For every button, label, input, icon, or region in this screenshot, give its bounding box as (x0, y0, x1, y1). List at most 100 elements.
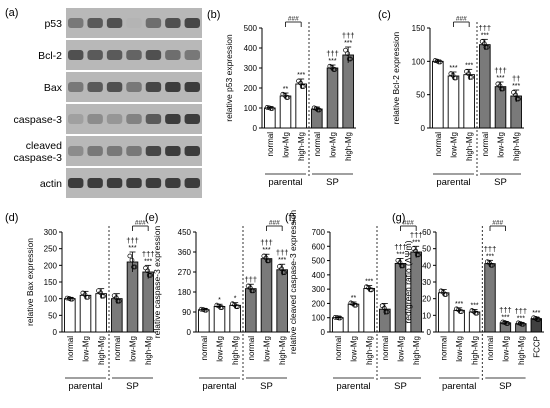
data-point (69, 296, 75, 302)
y-tick-label: 500 (244, 24, 258, 33)
blot-row-label: Bax (44, 82, 63, 94)
western-blot-panel: (a) p53 Bcl-2 Bax caspase-3 cleaved caspase-3… (5, 7, 202, 198)
category-label: low-Mg (329, 132, 338, 158)
bar (276, 269, 288, 333)
significance-stars: * (218, 297, 221, 304)
bar (198, 309, 210, 333)
data-point (397, 260, 403, 265)
bar (264, 107, 276, 129)
blot-band (126, 178, 142, 188)
bar (438, 292, 450, 333)
blot-band (126, 50, 142, 60)
y-tick-label: 180 (178, 288, 192, 297)
significance-stars: *** (412, 239, 420, 246)
y-tick-label: 90 (182, 308, 191, 317)
y-tick-label: 30 (422, 278, 431, 287)
data-point (348, 300, 354, 306)
y-tick-label: 0 (253, 124, 258, 133)
significance-daggers: ††† (126, 236, 139, 245)
chart-panel-d: (d) relative Bax expression 0 50 100 150 200 25… (5, 212, 156, 392)
bar (126, 261, 139, 333)
blot-band (145, 18, 162, 28)
significance-daggers: ††† (494, 66, 507, 75)
y-tick-label: 700 (312, 228, 326, 237)
group-label: parental (442, 381, 476, 392)
data-point (143, 265, 148, 271)
y-tick-label: 50 (416, 91, 425, 100)
category-label: high-Mg (344, 132, 353, 161)
data-point (381, 305, 387, 311)
blot-row-label: caspase-3 (14, 114, 63, 126)
category-label: high-Mg (471, 336, 480, 365)
blot-band (68, 114, 84, 124)
significance-daggers: ††† (245, 275, 258, 284)
bar (432, 60, 444, 129)
bar (484, 263, 496, 333)
panel-label: (g) (392, 212, 405, 224)
blot-row-label: cleaved caspase-3 (14, 140, 63, 164)
significance-stars: *** (396, 251, 404, 258)
group-label: SP (494, 177, 507, 188)
data-point (145, 268, 150, 274)
category-label: normal (486, 336, 495, 361)
y-tick-label: 0 (187, 328, 192, 337)
blot-band (106, 18, 123, 28)
data-point (348, 56, 353, 62)
data-point (487, 260, 492, 266)
data-point (131, 264, 136, 270)
significance-stars: * (234, 296, 237, 303)
data-point (337, 315, 343, 321)
bar (447, 75, 460, 129)
category-label: normal (334, 336, 343, 361)
y-tick-label: 0 (421, 124, 426, 133)
data-point (481, 41, 487, 47)
bar (494, 86, 507, 129)
significance-stars: *** (144, 258, 152, 265)
blot-band (165, 178, 181, 188)
category-label: low-Mg (397, 336, 406, 362)
panel-label-a: (a) (5, 7, 18, 19)
category-label: high-Mg (278, 336, 287, 365)
bar (229, 304, 241, 333)
data-point (520, 321, 526, 327)
y-tick-label: 0 (321, 328, 326, 337)
blot-band (145, 146, 162, 156)
category-label: low-Mg (263, 336, 272, 362)
y-tick-label: 250 (44, 245, 58, 254)
category-label: low-Mg (501, 336, 510, 362)
data-point (459, 309, 464, 314)
data-point (414, 252, 420, 258)
significance-stars: *** (278, 257, 286, 264)
blot-band (87, 114, 103, 124)
bar (326, 67, 339, 129)
category-label: normal (434, 132, 443, 157)
significance-daggers: ††† (410, 230, 423, 239)
bar (279, 95, 292, 129)
y-tick-label: 200 (312, 299, 326, 308)
category-label: normal (266, 132, 275, 157)
y-tick-label: 300 (312, 285, 326, 294)
blot-band (184, 50, 200, 60)
y-tick-label: 10 (422, 311, 431, 320)
blot-band (184, 178, 200, 188)
blot-band (87, 82, 103, 92)
data-point (146, 272, 152, 278)
blot-band (126, 82, 142, 92)
blot-band (184, 18, 200, 28)
significance-stars: *** (297, 72, 305, 79)
blot-band (68, 18, 84, 28)
category-label: normal (200, 336, 209, 361)
y-axis-title: red/green ratio (ΔΨm) (403, 240, 413, 323)
data-point (113, 295, 119, 301)
data-point (400, 263, 406, 269)
blot-band (87, 146, 103, 156)
bar (64, 298, 76, 333)
significance-daggers: ††† (484, 244, 497, 253)
bar (342, 54, 354, 129)
bar (347, 303, 360, 333)
data-point (383, 309, 389, 315)
data-point (489, 262, 495, 268)
data-point (98, 290, 103, 296)
significance-stars: *** (486, 253, 494, 260)
